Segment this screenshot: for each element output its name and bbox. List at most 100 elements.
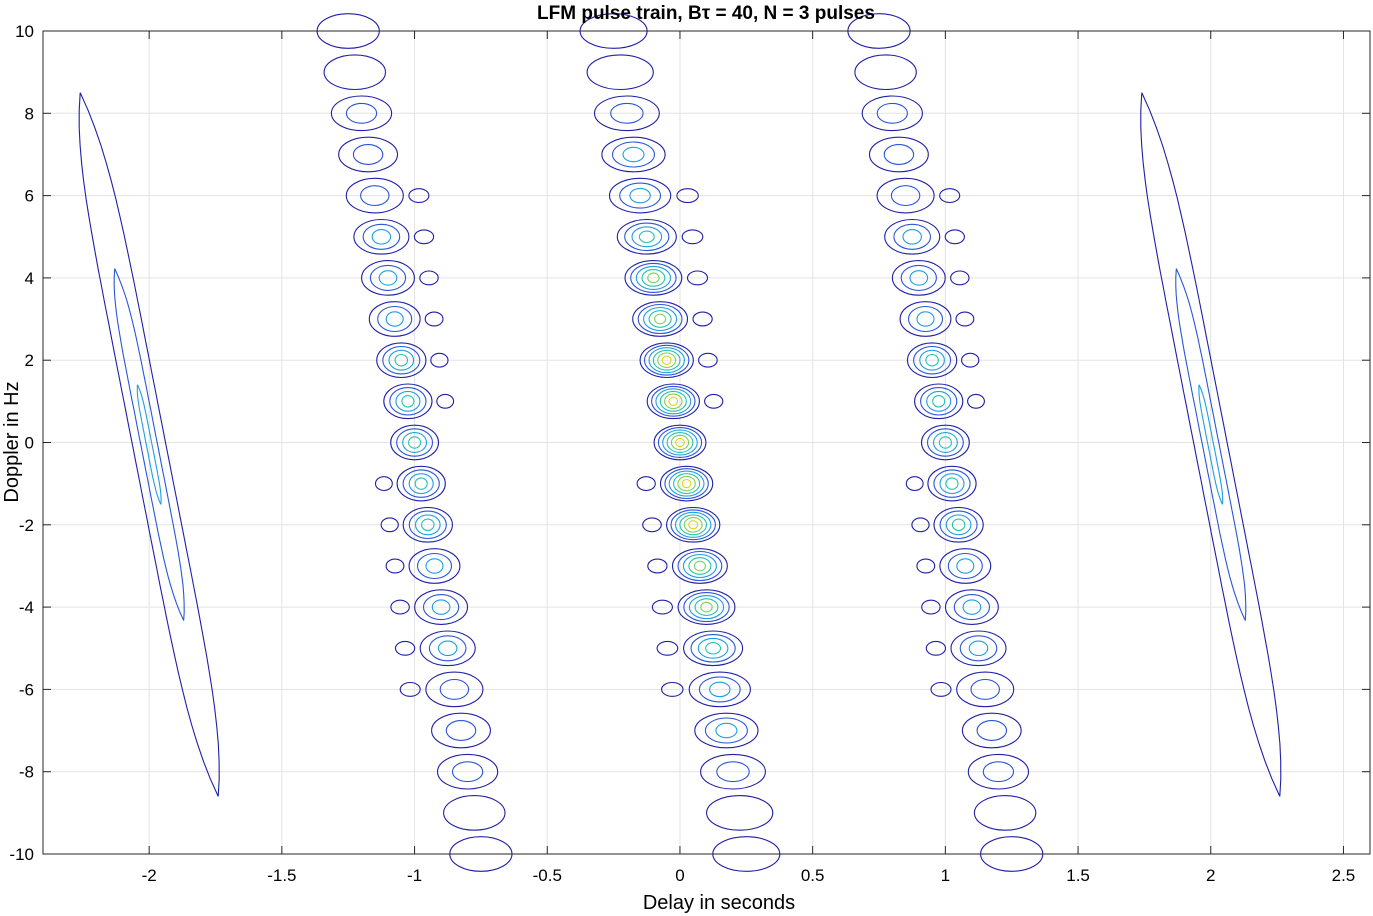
contour-layer [78,13,1282,872]
contour-ring [352,144,384,165]
contour-ring [899,301,952,337]
contour-ring [408,548,461,584]
contour-ring [611,141,656,168]
sidelobe-contour [436,393,455,409]
sidelobe-contour [950,270,970,286]
contour-ring [646,383,700,420]
contour-ring [939,473,965,495]
sidelobe-contour [636,476,656,492]
contour-ring [651,385,696,417]
contour-ring [690,634,736,663]
contour-ring [945,477,959,490]
contour-ring [624,222,670,252]
contour-ring [951,518,966,532]
contour-ring [425,671,484,708]
contour-ring [616,218,677,255]
x-tick-label: 1 [941,866,950,885]
contour-ring [371,229,392,245]
contour-ring [916,311,935,327]
sidelobe-contour [399,681,421,697]
contour-ring [694,598,719,616]
contour-ring [670,434,690,451]
contour-ring [652,349,681,371]
contour-ring [436,753,499,790]
contour-ring [683,592,730,623]
contour-ring [414,589,469,625]
contour-ring [408,473,434,495]
sidelobe-contour [704,393,724,409]
contour-ring [631,226,663,248]
contour-ring [414,477,428,490]
contour-ring [659,465,714,502]
sidelobe-contour [651,599,673,615]
contour-ring [909,270,929,286]
contour-ring [369,264,407,291]
y-tick-label: -10 [9,845,34,864]
x-tick-label: 1.5 [1066,866,1090,885]
contour-ring [323,54,387,91]
sidelobe-contour [944,229,965,245]
contour-ring [914,383,964,420]
y-tick-label: 0 [25,434,34,453]
sidelobe-contour [380,517,399,533]
contour-ring [876,177,935,214]
sidelobe-contour [394,640,416,656]
sidelobe-contour [925,640,947,656]
contour-ring [390,424,440,461]
contour-ring [683,630,744,667]
contour-ring [360,185,390,207]
contour-ring [920,387,958,416]
y-tick-label: -8 [19,763,34,782]
contour-ring [437,640,458,657]
contour-ring [890,185,921,207]
contour-ring [932,395,946,408]
contour-ring [648,310,672,328]
contour-ring [933,506,984,543]
contour-ring [439,678,470,700]
contour-ring [939,510,978,540]
contour-ring [657,427,703,458]
contour-ring [675,437,685,448]
x-tick-label: -0.5 [533,866,562,885]
contour-ring [956,558,975,574]
contour-ring [902,229,922,245]
y-tick-label: 2 [25,351,34,370]
outer-lobe-contour [113,268,185,621]
y-tick-label: -2 [19,516,34,535]
contour-ring [419,630,476,667]
contour-ring [630,262,677,293]
contour-ring [705,642,722,655]
contour-ring [443,795,506,831]
sidelobe-contour [921,599,941,615]
contour-ring [408,436,422,449]
contour-ring [694,712,759,749]
sidelobe-contour [905,476,924,492]
sidelobe-contour [413,229,435,245]
contour-ring [451,761,484,783]
contour-ring [416,552,453,580]
contour-ring [700,753,766,790]
sidelobe-contour [692,311,713,327]
sidelobe-contour [656,640,679,656]
contour-ring [396,428,434,457]
contour-ring [445,720,477,741]
contour-ring [666,506,721,543]
contour-ring [668,470,705,497]
contour-ring [662,429,698,456]
contour-ring [586,54,654,91]
contour-ring [697,637,729,659]
contour-ring [961,712,1022,749]
contour-ring [677,589,736,625]
sidelobe-contour [681,229,704,245]
chart-title: LFM pulse train, Bτ = 40, N = 3 pulses [537,3,875,24]
sidelobe-contour [686,270,709,286]
contour-ring [654,313,667,325]
sidelobe-contour [967,393,985,409]
contour-ring [925,353,939,367]
contour-ring [659,390,687,412]
contour-ring [907,305,944,333]
y-axis-label: Doppler in Hz [1,381,23,502]
contour-ring [385,311,404,327]
x-tick-label: -1 [407,866,422,885]
y-tick-label: -4 [19,598,34,617]
